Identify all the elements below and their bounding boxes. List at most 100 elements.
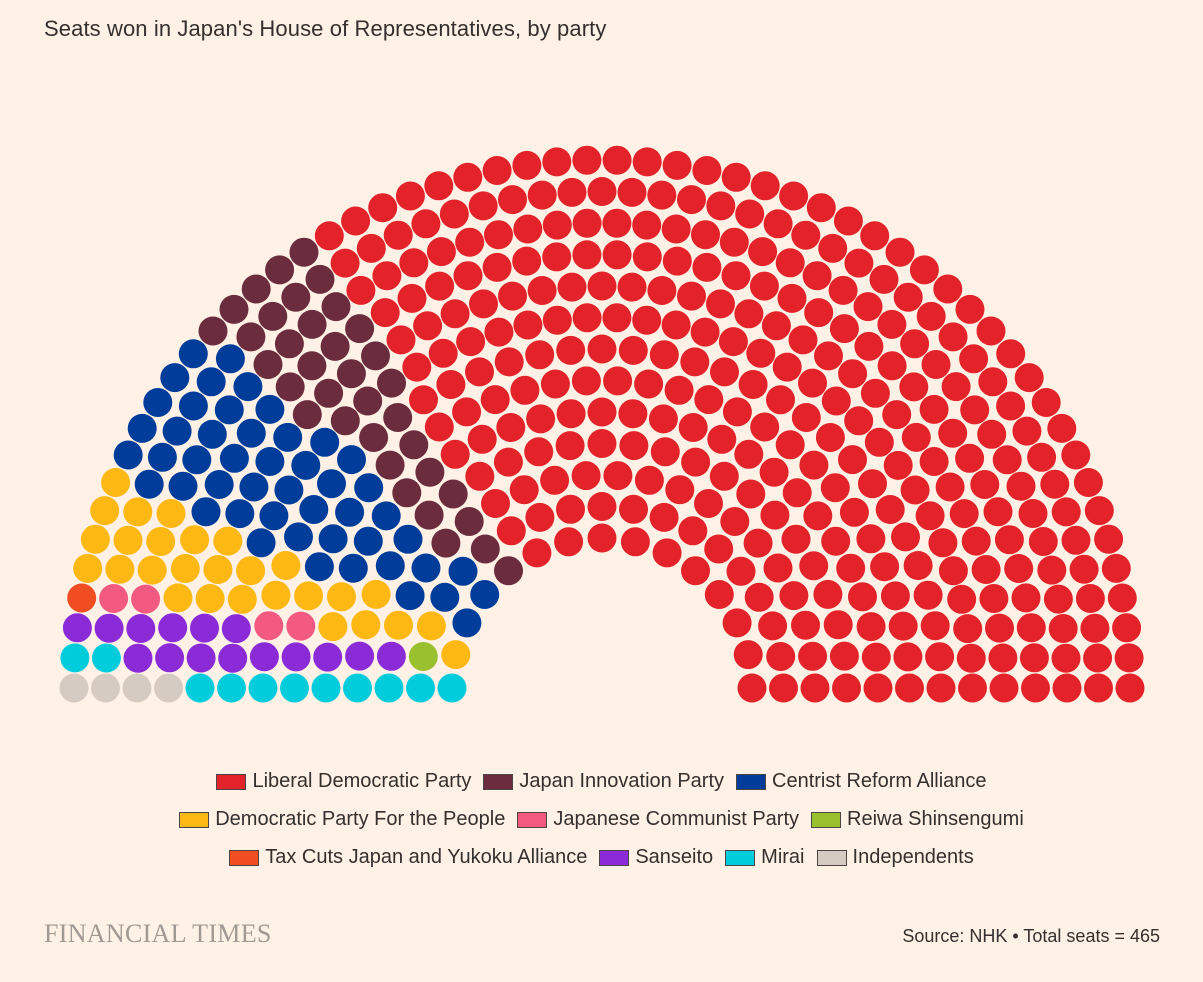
seat-mirai (437, 673, 467, 703)
seat-liberal-democratic-party (706, 191, 736, 221)
seat-liberal-democratic-party (618, 399, 648, 429)
seat-liberal-democratic-party (617, 272, 647, 302)
seat-liberal-democratic-party (632, 305, 662, 335)
seat-liberal-democratic-party (1080, 613, 1110, 643)
seat-liberal-democratic-party (938, 322, 968, 352)
seat-liberal-democratic-party (970, 470, 1000, 499)
legend-label: Japan Innovation Party (519, 770, 725, 792)
seat-democratic-party-for-the-people (261, 580, 291, 610)
seat-liberal-democratic-party (895, 673, 924, 703)
seat-liberal-democratic-party (587, 177, 617, 206)
seat-liberal-democratic-party (1115, 673, 1145, 703)
seat-centrist-reform-alliance (375, 551, 405, 581)
legend-swatch (599, 849, 630, 866)
seat-liberal-democratic-party (976, 316, 1006, 346)
seat-japan-innovation-party (361, 341, 390, 371)
seat-liberal-democratic-party (804, 298, 834, 328)
seat-japan-innovation-party (414, 500, 444, 530)
seat-liberal-democratic-party (690, 317, 720, 347)
seat-centrist-reform-alliance (196, 367, 226, 397)
legend-label: Tax Cuts Japan and Yukoku Alliance (265, 846, 588, 868)
seat-democratic-party-for-the-people (236, 556, 266, 586)
seat-liberal-democratic-party (1107, 583, 1137, 613)
seat-liberal-democratic-party (572, 208, 602, 238)
seat-liberal-democratic-party (1027, 442, 1057, 472)
seat-liberal-democratic-party (941, 372, 971, 402)
seat-japan-innovation-party (470, 534, 500, 564)
seat-liberal-democratic-party (602, 240, 632, 270)
seat-liberal-democratic-party (1069, 554, 1099, 584)
seat-liberal-democratic-party (813, 579, 843, 609)
seat-liberal-democratic-party (853, 292, 883, 322)
seat-liberal-democratic-party (803, 501, 833, 531)
seat-liberal-democratic-party (440, 299, 470, 329)
seat-mirai (60, 643, 90, 673)
seat-liberal-democratic-party (555, 431, 585, 461)
legend-item: Centrist Reform Alliance (736, 770, 987, 793)
seat-liberal-democratic-party (632, 242, 662, 272)
seat-centrist-reform-alliance (160, 363, 190, 393)
seat-liberal-democratic-party (777, 283, 807, 313)
seat-centrist-reform-alliance (215, 344, 245, 374)
seat-liberal-democratic-party (781, 524, 811, 554)
seat-liberal-democratic-party (691, 220, 720, 250)
seat-japan-innovation-party (454, 507, 484, 536)
seat-liberal-democratic-party (572, 303, 602, 333)
seat-liberal-democratic-party (900, 475, 930, 505)
seat-liberal-democratic-party (634, 369, 664, 399)
seat-liberal-democratic-party (314, 221, 344, 251)
seat-liberal-democratic-party (864, 427, 894, 457)
seat-liberal-democratic-party (632, 210, 662, 240)
seat-liberal-democratic-party (996, 339, 1026, 369)
seat-liberal-democratic-party (856, 524, 886, 554)
seat-japan-innovation-party (198, 316, 228, 346)
seat-centrist-reform-alliance (318, 524, 348, 554)
seat-liberal-democratic-party (680, 347, 710, 377)
seat-centrist-reform-alliance (204, 470, 234, 499)
seat-liberal-democratic-party (556, 399, 586, 429)
seat-liberal-democratic-party (652, 538, 682, 568)
seat-liberal-democratic-party (800, 673, 830, 703)
seat-sanseito (62, 613, 92, 643)
seat-liberal-democratic-party (1101, 553, 1131, 583)
seat-japan-innovation-party (383, 403, 413, 432)
seat-liberal-democratic-party (759, 457, 789, 487)
seat-liberal-democratic-party (1028, 527, 1058, 556)
seat-liberal-democratic-party (484, 317, 514, 347)
seat-democratic-party-for-the-people (101, 468, 131, 497)
seat-liberal-democratic-party (979, 584, 1009, 613)
seat-liberal-democratic-party (947, 584, 977, 614)
seat-liberal-democratic-party (587, 334, 617, 364)
seat-japan-innovation-party (236, 322, 266, 352)
seat-liberal-democratic-party (372, 261, 402, 291)
seat-liberal-democratic-party (525, 340, 555, 370)
seat-liberal-democratic-party (677, 185, 706, 215)
seat-liberal-democratic-party (647, 180, 677, 210)
seat-liberal-democratic-party (919, 447, 949, 476)
legend-swatch (725, 849, 756, 866)
legend-item: Mirai (725, 846, 805, 869)
seat-liberal-democratic-party (648, 404, 678, 434)
seat-liberal-democratic-party (395, 181, 425, 211)
seat-liberal-democratic-party (994, 525, 1024, 555)
seat-liberal-democratic-party (977, 419, 1007, 449)
seat-liberal-democratic-party (706, 289, 735, 319)
seat-liberal-democratic-party (456, 327, 486, 357)
seat-liberal-democratic-party (540, 465, 570, 495)
seat-liberal-democratic-party (763, 553, 793, 583)
seat-centrist-reform-alliance (214, 395, 244, 425)
seat-liberal-democratic-party (556, 494, 585, 524)
seat-liberal-democratic-party (526, 404, 556, 434)
legend-swatch (816, 849, 847, 866)
seat-mirai (91, 643, 121, 673)
seat-centrist-reform-alliance (134, 469, 164, 499)
seat-liberal-democratic-party (402, 352, 432, 382)
seat-liberal-democratic-party (869, 264, 899, 294)
seat-mirai (374, 673, 404, 703)
seat-liberal-democratic-party (634, 465, 664, 495)
seat-liberal-democratic-party (677, 281, 706, 311)
legend-item: Japanese Communist Party (517, 808, 799, 831)
seat-centrist-reform-alliance (337, 445, 366, 475)
seat-japan-innovation-party (353, 386, 383, 416)
seat-liberal-democratic-party (496, 413, 526, 442)
